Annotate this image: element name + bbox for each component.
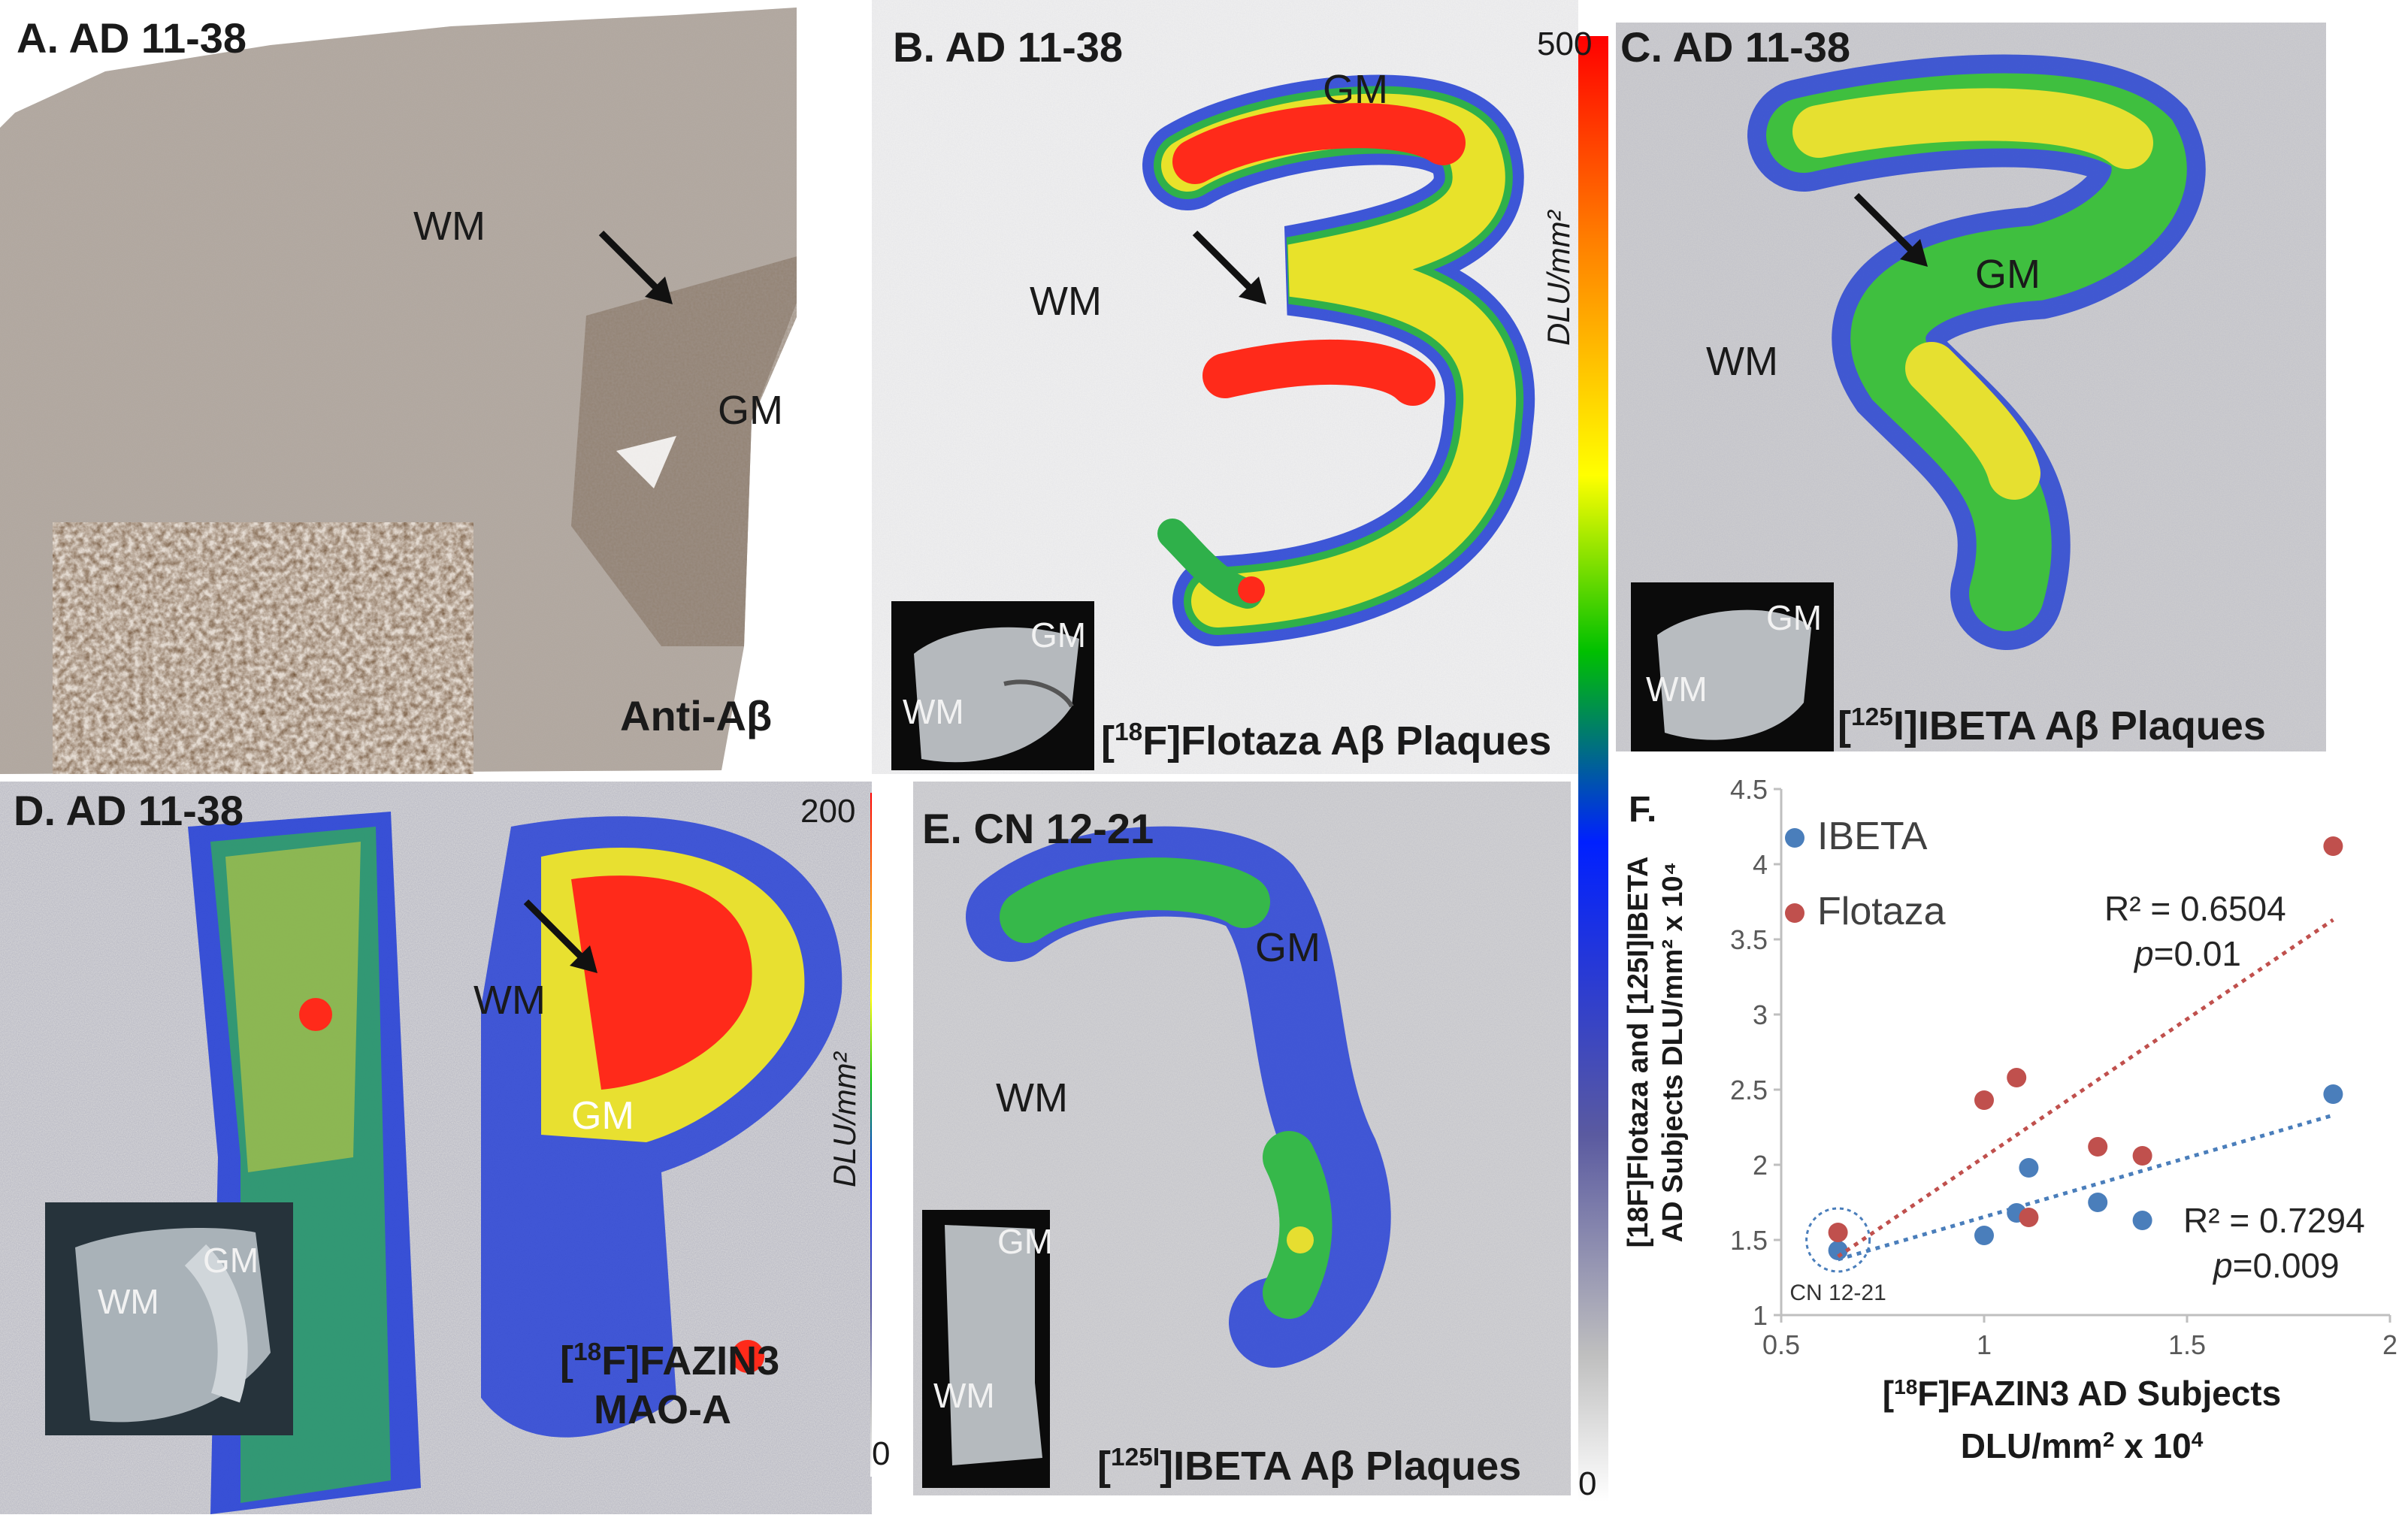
- ibeta-point: [2019, 1158, 2039, 1178]
- panel-b-inset-gm: GM: [1030, 615, 1087, 655]
- panel-d-caption-line2: MAO-A: [594, 1387, 731, 1432]
- y-tick-label: 4.5: [1730, 774, 1768, 805]
- panel-c-inset-gm: GM: [1766, 598, 1823, 637]
- flotaza-legend-label: Flotaza: [1817, 890, 1946, 933]
- x-tick-label: 1: [1977, 1329, 1992, 1360]
- colorbar-d-scale: [870, 793, 872, 1477]
- panel-e-inset-gm: GM: [997, 1222, 1050, 1261]
- panel-e: E. CN 12-21 GM WM GM WM [125I]IBETA Aβ P…: [913, 782, 1571, 1495]
- x-tick-label: 2: [2382, 1329, 2397, 1360]
- panel-a-arrow-icon: [598, 230, 673, 304]
- ibeta-point: [1828, 1241, 1848, 1260]
- colorbar-b-max: 500: [1537, 26, 1593, 62]
- x-axis-label: [18F]FAZIN3 AD Subjects: [1883, 1374, 2281, 1413]
- panel-c-arrow-icon: [1853, 192, 1928, 267]
- flotaza-point: [1974, 1090, 1994, 1110]
- y-axis-label: [18F]Flotaza and [125I]IBETA: [1623, 857, 1654, 1248]
- flotaza-legend-marker: [1785, 903, 1804, 923]
- colorbar-b-unit: DLU/mm²: [1541, 210, 1576, 346]
- panel-a-zoom-inset: [53, 522, 473, 774]
- panel-e-wm-label: WM: [996, 1075, 1068, 1120]
- panel-c-section-inset: GM WM: [1631, 582, 1834, 751]
- flotaza-point: [2088, 1137, 2108, 1157]
- panel-b-inset-wm: WM: [903, 692, 964, 731]
- scatter-chart: 11.522.533.544.50.5 1 1.5 2CN 12-21IBETAFlo…: [1623, 774, 2397, 1465]
- panel-f: F. 1 1.5 2 2.5 3 3.5 4 4.5 0.5 1 1.5 2 CN 12-21 IBETA…: [1616, 759, 2408, 1524]
- panel-a: A. AD 11-38 WM GM Anti-Aβ: [0, 0, 797, 774]
- panel-e-title: E. CN 12-21: [922, 805, 1154, 852]
- panel-e-caption: [125I]IBETA Aβ Plaques: [1097, 1444, 1522, 1489]
- panel-a-caption: Anti-Aβ: [620, 692, 773, 739]
- panel-b-gm-label: GM: [1323, 67, 1388, 112]
- y-tick-label: 2: [1753, 1150, 1768, 1181]
- panel-d-gm-label: GM: [571, 1094, 634, 1138]
- x-axis-label-line2: DLU/mm2 x 104: [1961, 1426, 2204, 1465]
- y-tick-label: 2.5: [1730, 1075, 1768, 1105]
- y-tick-label: 4: [1753, 849, 1768, 880]
- flotaza-r2-label: R² = 0.6504: [2104, 889, 2286, 928]
- panel-c-gm-label: GM: [1975, 252, 2040, 297]
- panel-d-inset-wm: WM: [98, 1282, 159, 1321]
- panel-d-section-inset: GM WM: [45, 1202, 293, 1435]
- panel-c-title: C. AD 11-38: [1620, 23, 1851, 71]
- flotaza-point: [2019, 1208, 2039, 1227]
- cn-highlight-circle: [1805, 1207, 1871, 1273]
- ibeta-point: [2323, 1084, 2343, 1104]
- panel-a-title: A. AD 11-38: [17, 14, 247, 62]
- colorbar-d-unit: DLU/mm²: [827, 1052, 862, 1187]
- panel-c-wm-label: WM: [1706, 339, 1778, 384]
- y-tick-label: 1: [1753, 1300, 1768, 1331]
- panel-d-arrow-icon: [523, 899, 597, 973]
- colorbar-b-scale: [1578, 36, 1608, 1501]
- panel-c-caption: [125I]IBETA Aβ Plaques: [1838, 703, 2266, 748]
- panel-d-caption-line1: [18F]FAZIN3: [560, 1338, 780, 1383]
- ibeta-point: [2132, 1211, 2152, 1230]
- flotaza-point: [2007, 1068, 2027, 1087]
- flotaza-point: [2323, 836, 2343, 856]
- panel-f-title: F.: [1629, 790, 1657, 830]
- y-axis-label-line2: AD Subjects DLU/mm² x 10⁴: [1657, 862, 1689, 1243]
- panel-d: D. AD 11-38 WM GM GM WM [18F]FAZIN3 MAO-…: [0, 782, 872, 1514]
- panel-c-autoradiograph: [1616, 23, 2326, 751]
- panel-b-section-inset: GM WM: [891, 601, 1094, 770]
- panel-b-title: B. AD 11-38: [893, 23, 1124, 71]
- colorbar-d-min: 0: [872, 1435, 891, 1472]
- y-tick-label: 3.5: [1730, 924, 1768, 955]
- panel-b-wm-label: WM: [1030, 279, 1102, 324]
- panel-c: C. AD 11-38 GM WM GM WM [125I]IBETA Aβ P…: [1616, 23, 2326, 751]
- panel-d-wm-label: WM: [473, 978, 546, 1023]
- panel-d-inset-gm: GM: [203, 1241, 259, 1280]
- panel-e-section-inset: GM WM: [922, 1210, 1050, 1488]
- ibeta-point: [2088, 1193, 2108, 1212]
- colorbar-d-max: 200: [800, 793, 856, 830]
- panel-d-title: D. AD 11-38: [14, 787, 244, 834]
- y-tick-label: 3: [1753, 999, 1768, 1030]
- panel-c-inset-wm: WM: [1646, 670, 1708, 709]
- flotaza-point: [1828, 1223, 1848, 1242]
- panel-e-inset-wm: WM: [933, 1376, 995, 1415]
- ibeta-point: [1974, 1226, 1994, 1245]
- panel-a-wm-label: WM: [413, 204, 486, 249]
- panel-e-gm-label: GM: [1255, 925, 1320, 970]
- flotaza-p-label: p=0.01: [2133, 934, 2241, 973]
- panel-b-arrow-icon: [1192, 230, 1266, 304]
- flotaza-trendline: [1837, 918, 2334, 1259]
- panel-b: B. AD 11-38 GM WM GM WM [18F]Flotaza Aβ …: [872, 0, 1578, 774]
- x-tick-label: 0.5: [1762, 1329, 1800, 1360]
- ibeta-legend-label: IBETA: [1817, 815, 1928, 858]
- ibeta-p-label: p=0.009: [2212, 1246, 2340, 1285]
- flotaza-point: [2132, 1146, 2152, 1166]
- colorbar-b-min: 0: [1578, 1465, 1597, 1502]
- panel-a-gm-label: GM: [718, 388, 783, 433]
- ibeta-legend-marker: [1785, 828, 1804, 848]
- panel-e-autoradiograph: [913, 782, 1571, 1495]
- ibeta-trendline: [1837, 1113, 2334, 1262]
- panel-b-caption: [18F]Flotaza Aβ Plaques: [1101, 718, 1552, 764]
- cn-annotation: CN 12-21: [1789, 1281, 1886, 1305]
- ibeta-r2-label: R² = 0.7294: [2183, 1201, 2365, 1240]
- y-tick-label: 1.5: [1730, 1225, 1768, 1256]
- x-tick-label: 1.5: [2168, 1329, 2206, 1360]
